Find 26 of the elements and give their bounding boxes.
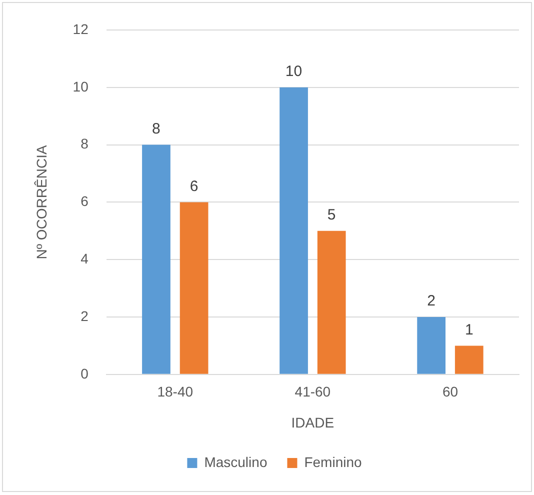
data-label: 8 (152, 120, 160, 138)
data-label: 1 (464, 321, 474, 338)
y-tick-label: 12 (72, 20, 89, 37)
bar (142, 144, 170, 374)
bar (180, 202, 208, 374)
bar (280, 87, 308, 374)
bar (317, 230, 346, 374)
data-label: 10 (285, 63, 302, 80)
data-label: 6 (190, 178, 198, 195)
legend-label: Feminino (304, 454, 362, 470)
y-tick-label: 6 (80, 193, 89, 210)
x-tick-label: 18-40 (157, 384, 194, 400)
y-tick-label: 8 (80, 136, 89, 152)
data-label: 2 (427, 292, 436, 310)
y-axis-title: Nº OCORRÊNCIA (33, 144, 50, 260)
legend-label: Masculino (204, 454, 268, 470)
y-tick-label: 2 (80, 308, 89, 324)
y-tick-label: 0 (80, 365, 89, 382)
x-tick-label: 41-60 (294, 384, 331, 400)
bar (417, 317, 446, 374)
bar (454, 346, 484, 374)
y-tick-label: 4 (80, 250, 89, 266)
x-axis-title: IDADE (291, 414, 334, 430)
data-label: 5 (327, 206, 336, 224)
x-tick-label: 60 (442, 384, 458, 400)
y-tick-label: 10 (72, 78, 89, 94)
